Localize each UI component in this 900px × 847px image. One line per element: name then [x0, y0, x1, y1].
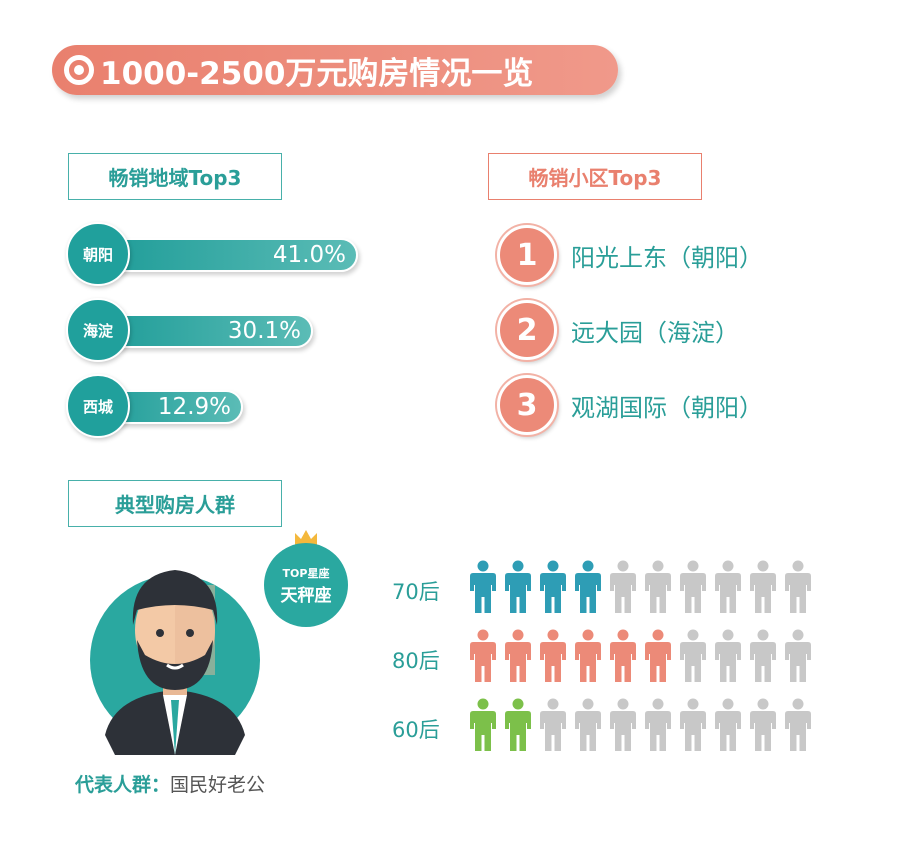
- person-icon: [470, 629, 496, 687]
- region-bar: 30.1%: [98, 314, 313, 348]
- person-icon: [610, 629, 636, 687]
- person-icon: [785, 629, 811, 687]
- region-value: 41.0%: [272, 242, 346, 268]
- person-icon: [645, 560, 671, 618]
- communities-label: 畅销小区Top3: [488, 153, 702, 200]
- region-circle: 海淀: [66, 298, 130, 362]
- page-title: 1000-2500万元购房情况一览: [52, 45, 618, 95]
- person-icon: [680, 698, 706, 756]
- person-icon: [505, 698, 531, 756]
- person-icon: [785, 698, 811, 756]
- person-icon: [750, 560, 776, 618]
- avatar-illustration: [90, 570, 260, 755]
- person-icon: [540, 629, 566, 687]
- community-item: 1 阳光上东（朝阳）: [497, 225, 837, 285]
- age-group-label: 80后: [392, 649, 440, 673]
- age-group-label: 60后: [392, 718, 440, 742]
- person-icon: [715, 698, 741, 756]
- person-icon: [785, 560, 811, 618]
- rank-badge: 2: [497, 300, 557, 360]
- person-icon: [610, 560, 636, 618]
- crown-icon: [295, 530, 317, 546]
- person-icon: [645, 629, 671, 687]
- rank-badge: 1: [497, 225, 557, 285]
- person-icon: [645, 698, 671, 756]
- person-icon: [470, 560, 496, 618]
- badge-main-text: 天秤座: [280, 585, 332, 606]
- rep-label: 代表人群：: [75, 774, 171, 796]
- region-circle: 西城: [66, 374, 130, 438]
- person-icon: [470, 698, 496, 756]
- rank-badge: 3: [497, 375, 557, 435]
- person-icon: [540, 560, 566, 618]
- title-text: 1000-2500万元购房情况一览: [100, 55, 534, 92]
- person-icon: [715, 629, 741, 687]
- community-name: 阳光上东（朝阳）: [571, 243, 763, 272]
- regions-label: 畅销地域Top3: [68, 153, 282, 200]
- target-icon: [64, 55, 94, 85]
- person-icon: [750, 629, 776, 687]
- person-icon: [610, 698, 636, 756]
- community-item: 3 观湖国际（朝阳）: [497, 375, 837, 435]
- person-icon: [575, 629, 601, 687]
- region-circle: 朝阳: [66, 222, 130, 286]
- region-bar: 41.0%: [98, 238, 358, 272]
- person-icon: [540, 698, 566, 756]
- community-name: 远大园（海淀）: [571, 318, 739, 347]
- person-icon: [505, 560, 531, 618]
- region-value: 30.1%: [227, 318, 301, 344]
- zodiac-badge: TOP星座 天秤座: [264, 543, 348, 627]
- region-name: 西城: [82, 397, 113, 416]
- buyers-label: 典型购房人群: [68, 480, 282, 527]
- age-group-label: 70后: [392, 580, 440, 604]
- region-value: 12.9%: [157, 394, 231, 420]
- region-name: 朝阳: [82, 245, 113, 264]
- badge-top-text: TOP星座: [282, 566, 330, 580]
- representative-group: 代表人群：国民好老公: [75, 770, 265, 797]
- person-icon: [575, 698, 601, 756]
- person-icon: [680, 560, 706, 618]
- community-item: 2 远大园（海淀）: [497, 300, 837, 360]
- person-icon: [505, 629, 531, 687]
- region-name: 海淀: [82, 321, 113, 340]
- person-icon: [715, 560, 741, 618]
- person-icon: [680, 629, 706, 687]
- person-icon: [750, 698, 776, 756]
- person-icon: [575, 560, 601, 618]
- rep-value: 国民好老公: [170, 774, 266, 796]
- community-name: 观湖国际（朝阳）: [571, 393, 763, 422]
